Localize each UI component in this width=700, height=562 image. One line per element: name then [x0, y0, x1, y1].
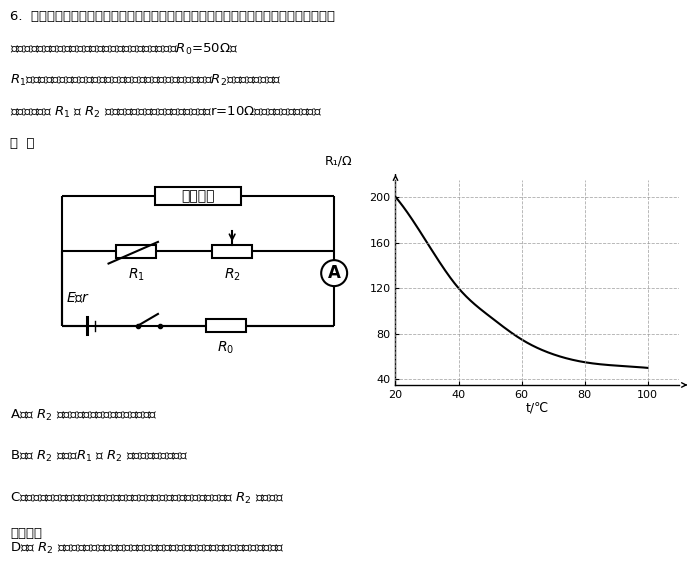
Text: C．当信号模块临界电压不变时，要使热水器内水温维持一个较高温度，则 $R_2$ 的阵值应: C．当信号模块临界电压不变时，要使热水器内水温维持一个较高温度，则 $R_2$ … [10, 491, 284, 506]
Y-axis label: R₁/Ω: R₁/Ω [325, 155, 353, 167]
Text: 制和温度补偿等方面。图为某同学设计的热水控制电路，$R_0$=50Ω，: 制和温度补偿等方面。图为某同学设计的热水控制电路，$R_0$=50Ω， [10, 42, 239, 57]
Text: $R_1$的阵值随温度的升高而减小，其阵值随温度变化曲线如图所示。$R_2$为调温电阵，信号: $R_1$的阵值随温度的升高而减小，其阵值随温度变化曲线如图所示。$R_2$为调… [10, 74, 282, 88]
Text: 调大一点: 调大一点 [10, 527, 43, 540]
Text: $R_0$: $R_0$ [218, 340, 234, 356]
Text: $R_1$: $R_1$ [128, 266, 145, 283]
Bar [116, 245, 156, 258]
X-axis label: t/℃: t/℃ [526, 401, 549, 414]
Text: $R_2$: $R_2$ [224, 266, 241, 283]
Bar [155, 187, 241, 205]
Bar [206, 319, 246, 332]
Bar [212, 245, 252, 258]
Circle shape [321, 260, 347, 286]
Text: $E$，$r$: $E$，$r$ [66, 291, 90, 306]
Text: B．当 $R_2$ 短路，$R_1$ 和 $R_2$ 消耗总功率一定增大: B．当 $R_2$ 短路，$R_1$ 和 $R_2$ 消耗总功率一定增大 [10, 449, 188, 464]
Text: A: A [328, 264, 341, 282]
Text: 信号模块: 信号模块 [181, 189, 215, 203]
Text: 模块通过监测 $R_1$ 和 $R_2$ 两端总电压从而控制加热电路通断，r=10Ω，则下列说法正确的是: 模块通过监测 $R_1$ 和 $R_2$ 两端总电压从而控制加热电路通断，r=1… [10, 105, 323, 120]
Text: D．当 $R_2$ 阵值不变时，要使热水器内水温维持一个较高水平，应增大信号模块临界电压: D．当 $R_2$ 阵值不变时，要使热水器内水温维持一个较高水平，应增大信号模块… [10, 541, 286, 556]
Text: （  ）: （ ） [10, 137, 35, 150]
Text: 6.  热敏电阵是一种能随温度变化而改变电阵值的电学元件，被广泛用于温度测量、温度控: 6. 热敏电阵是一种能随温度变化而改变电阵值的电学元件，被广泛用于温度测量、温度… [10, 10, 335, 23]
Text: A．当 $R_2$ 短路，信号模块监测电压数值增大: A．当 $R_2$ 短路，信号模块监测电压数值增大 [10, 408, 158, 423]
